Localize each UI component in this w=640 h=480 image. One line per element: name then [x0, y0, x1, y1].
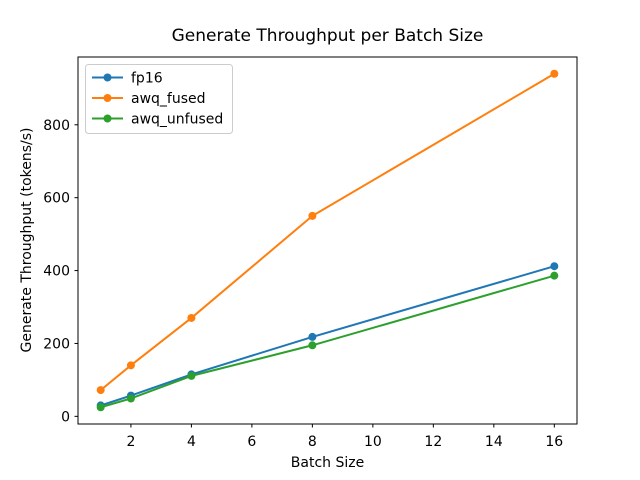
- legend-marker-awq_fused: [103, 94, 112, 102]
- x-tick-label: 16: [545, 434, 563, 450]
- x-tick-label: 14: [485, 434, 503, 450]
- x-tick-label: 12: [424, 434, 442, 450]
- legend-box: [85, 64, 233, 134]
- legend-label-awq_unfused: awq_unfused: [131, 112, 223, 128]
- x-tick-label: 4: [187, 434, 196, 450]
- legend-marker-fp16: [103, 73, 112, 82]
- x-tick-label: 2: [126, 434, 135, 450]
- legend-label-awq_fused: awq_fused: [131, 91, 206, 107]
- axes-spines: [77, 56, 578, 425]
- series-marker-fp16: [308, 332, 317, 341]
- series-marker-awq_fused: [550, 69, 559, 78]
- x-tick-label: 10: [364, 434, 382, 450]
- series-marker-awq_unfused: [187, 371, 196, 380]
- y-tick-label: 400: [43, 264, 70, 280]
- series-marker-awq_fused: [96, 386, 105, 395]
- y-tick-label: 600: [43, 191, 70, 207]
- x-axis-label: Batch Size: [290, 455, 365, 471]
- y-tick-label: 200: [43, 336, 70, 352]
- y-tick-label: 0: [61, 409, 70, 425]
- series-marker-awq_unfused: [308, 341, 317, 350]
- chart-title: Generate Throughput per Batch Size: [171, 26, 484, 46]
- x-tick-label: 6: [247, 434, 256, 450]
- series-marker-awq_fused: [126, 361, 135, 370]
- y-tick-label: 800: [43, 118, 70, 134]
- series-marker-awq_unfused: [96, 403, 105, 412]
- x-tick-label: 8: [308, 434, 317, 450]
- series-marker-awq_fused: [187, 313, 196, 322]
- series-marker-fp16: [550, 262, 559, 271]
- series-marker-awq_unfused: [126, 394, 135, 403]
- series-marker-awq_fused: [308, 211, 317, 220]
- series-line-awq_unfused: [100, 274, 555, 409]
- series-marker-awq_unfused: [550, 271, 559, 280]
- legend-marker-awq_unfused: [103, 114, 112, 123]
- legend-label-fp16: fp16: [131, 71, 163, 87]
